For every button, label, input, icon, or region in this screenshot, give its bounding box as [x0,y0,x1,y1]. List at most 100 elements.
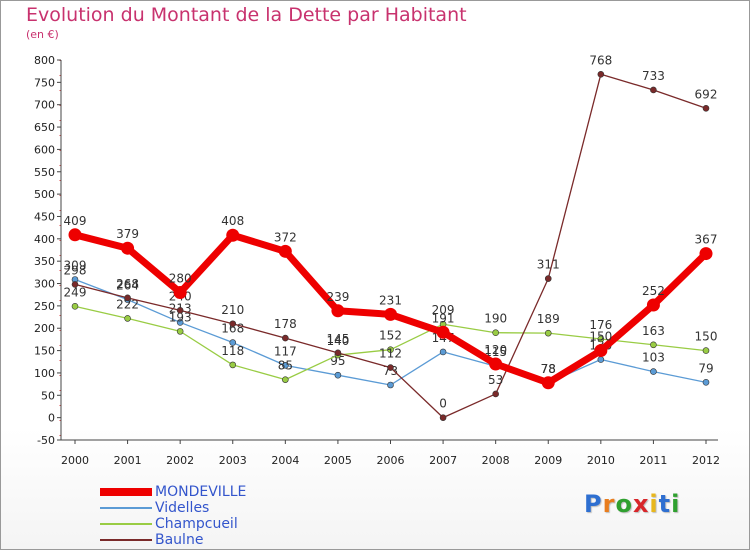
data-label-videlles: 103 [642,351,665,365]
data-point-videlles [176,319,184,326]
legend-swatch-videlles [100,507,152,509]
y-tick-label: 0 [48,412,55,425]
data-point-champcueil [124,315,131,322]
data-point-champcueil [71,303,79,310]
data-point-mondeville [121,241,135,255]
data-label-mondeville: 409 [64,214,87,228]
data-label-videlles: 309 [64,259,87,273]
data-label-champcueil: 152 [379,329,402,343]
data-label-baulne: 733 [642,69,665,83]
x-tick-label: 2006 [377,454,405,467]
data-point-champcueil [229,361,237,369]
legend-item-champcueil: Champcueil [100,516,350,532]
y-tick-label: 800 [34,54,55,67]
data-label-mondeville: 280 [169,271,192,285]
data-label-videlles: 115 [484,345,507,359]
data-point-videlles [597,356,605,363]
chart-title: Evolution du Montant de la Dette par Hab… [26,4,467,26]
x-tick-label: 2010 [587,454,615,467]
data-label-videlles: 79 [698,361,713,375]
data-label-champcueil: 222 [116,297,139,311]
data-point-baulne [597,71,605,78]
data-point-baulne [124,294,131,302]
x-tick-label: 2000 [61,454,89,467]
data-label-baulne: 145 [326,332,349,346]
data-point-mondeville [173,285,187,299]
legend-label-baulne: Baulne [155,532,204,548]
y-tick-label: 600 [34,143,55,156]
logo-letter: o [615,490,633,518]
data-label-videlles: 78 [541,362,556,376]
data-point-mondeville [436,325,450,339]
x-tick-label: 2005 [324,454,352,467]
data-point-champcueil [492,329,499,337]
data-point-videlles [282,362,289,369]
data-label-mondeville: 191 [432,311,455,325]
x-tick-label: 2007 [429,454,457,467]
data-label-videlles: 95 [330,354,345,368]
logo-letter: i [671,490,681,518]
logo-letter: P [584,490,603,518]
data-label-champcueil: 209 [432,303,455,317]
y-tick-label: 500 [34,188,55,201]
data-point-baulne [387,364,394,371]
data-label-baulne: 311 [537,258,560,272]
data-label-baulne: 268 [116,277,139,291]
data-point-champcueil [597,335,605,343]
legend-label-videlles: Videlles [155,500,210,516]
data-point-videlles [387,381,394,389]
chart-subtitle: (en €) [26,28,59,41]
legend-label-mondeville: MONDEVILLE [155,484,247,500]
data-point-videlles [439,348,447,356]
data-point-mondeville [68,228,82,242]
data-label-mondeville: 239 [326,290,349,304]
data-point-mondeville [646,298,660,312]
data-point-champcueil [387,346,394,353]
data-label-champcueil: 176 [589,318,612,332]
data-label-champcueil: 163 [642,324,665,338]
data-label-champcueil: 85 [278,359,293,373]
data-label-videlles: 117 [274,344,297,358]
data-point-baulne [176,307,184,314]
data-label-champcueil: 193 [169,310,192,324]
data-label-baulne: 0 [439,397,447,411]
proxiti-logo: Proxiti [584,490,680,518]
data-point-videlles [229,339,237,346]
data-label-champcueil: 189 [537,312,560,326]
data-point-baulne [544,275,552,282]
y-tick-label: 750 [34,76,55,89]
logo-letter: r [602,490,616,518]
data-point-baulne [229,320,237,328]
data-label-baulne: 298 [64,263,87,277]
data-label-mondeville: 231 [379,293,402,307]
y-tick-label: 700 [34,99,55,112]
x-tick-label: 2009 [534,454,562,467]
data-label-mondeville: 408 [221,214,244,228]
data-label-champcueil: 140 [326,334,349,348]
legend-item-baulne: Baulne [100,532,350,548]
data-label-mondeville: 78 [541,362,556,376]
data-point-baulne [334,349,342,357]
data-label-mondeville: 120 [484,343,507,357]
y-tick-label: 550 [34,166,55,179]
data-label-baulne: 53 [488,373,503,387]
data-point-baulne [439,414,447,421]
data-point-baulne [282,334,289,342]
legend-label-champcueil: Champcueil [155,516,238,532]
data-point-baulne [702,104,710,112]
data-point-baulne [492,390,499,398]
data-point-mondeville [226,228,240,242]
data-label-mondeville: 372 [274,230,297,244]
data-label-champcueil: 190 [484,312,507,326]
x-tick-label: 2012 [692,454,720,467]
legend-swatch-baulne [100,539,152,541]
data-point-mondeville [699,247,713,261]
x-tick-label: 2003 [219,454,247,467]
data-label-baulne: 112 [379,347,402,361]
data-label-champcueil: 249 [64,285,87,299]
data-label-baulne: 210 [221,303,244,317]
data-label-mondeville: 252 [642,284,665,298]
y-tick-label: 450 [34,210,55,223]
